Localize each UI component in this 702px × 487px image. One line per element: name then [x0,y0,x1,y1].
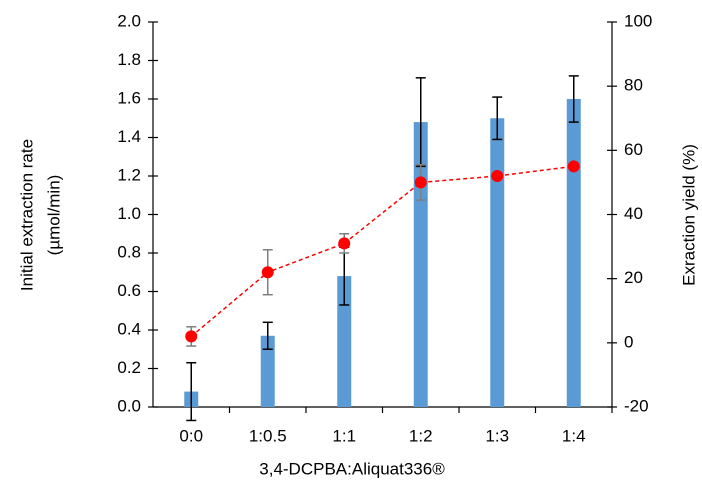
marker [338,237,351,250]
y-tick-label: 0.2 [117,358,141,377]
x-tick-label: 1:0.5 [249,426,287,445]
y2-tick-label: 0 [624,332,633,351]
x-tick-label: 1:2 [409,426,433,445]
marker [414,176,427,189]
y-tick-label: 2.0 [117,11,141,30]
bar [490,118,505,407]
x-axis-label: 3,4-DCPBA:Aliquat336® [259,459,445,478]
x-tick-label: 1:1 [332,426,356,445]
line [190,165,574,337]
marker [261,266,274,279]
y2-tick-label: -20 [624,396,649,415]
marker [491,170,504,182]
y-tick-label: 1.2 [117,165,141,184]
y-axis-label: (µmol/min) [44,175,63,256]
error-bar [186,361,197,422]
y-tick-label: 1.8 [117,50,141,69]
x-tick-label: 0:0 [179,426,203,445]
bar [413,122,428,407]
y-tick-label: 0.8 [117,242,141,261]
marker [567,160,580,173]
y-axis-label: Initial extraction rate [17,139,36,291]
y-tick-label: 0.4 [117,319,141,338]
bar [337,276,352,407]
y2-axis-label: Exraction yield (%) [679,144,698,286]
bar [260,335,275,407]
y2-tick-label: 100 [624,11,652,30]
error-bar [262,321,273,350]
error-bar [568,75,579,123]
y-tick-label: 1.0 [117,204,141,223]
y2-tick-label: 80 [624,76,643,95]
marker [185,330,198,343]
y-tick-label: 0.6 [117,281,141,300]
y2-tick-label: 40 [624,204,643,223]
y-tick-label: 1.4 [117,127,141,146]
x-tick-label: 1:4 [562,426,586,445]
y-tick-label: 0.0 [117,396,141,415]
x-tick-label: 1:3 [485,426,509,445]
error-bar [492,96,503,141]
y2-tick-label: 60 [624,140,643,159]
y2-tick-label: 20 [624,268,643,287]
y-tick-label: 1.6 [117,88,141,107]
bar [566,99,581,407]
